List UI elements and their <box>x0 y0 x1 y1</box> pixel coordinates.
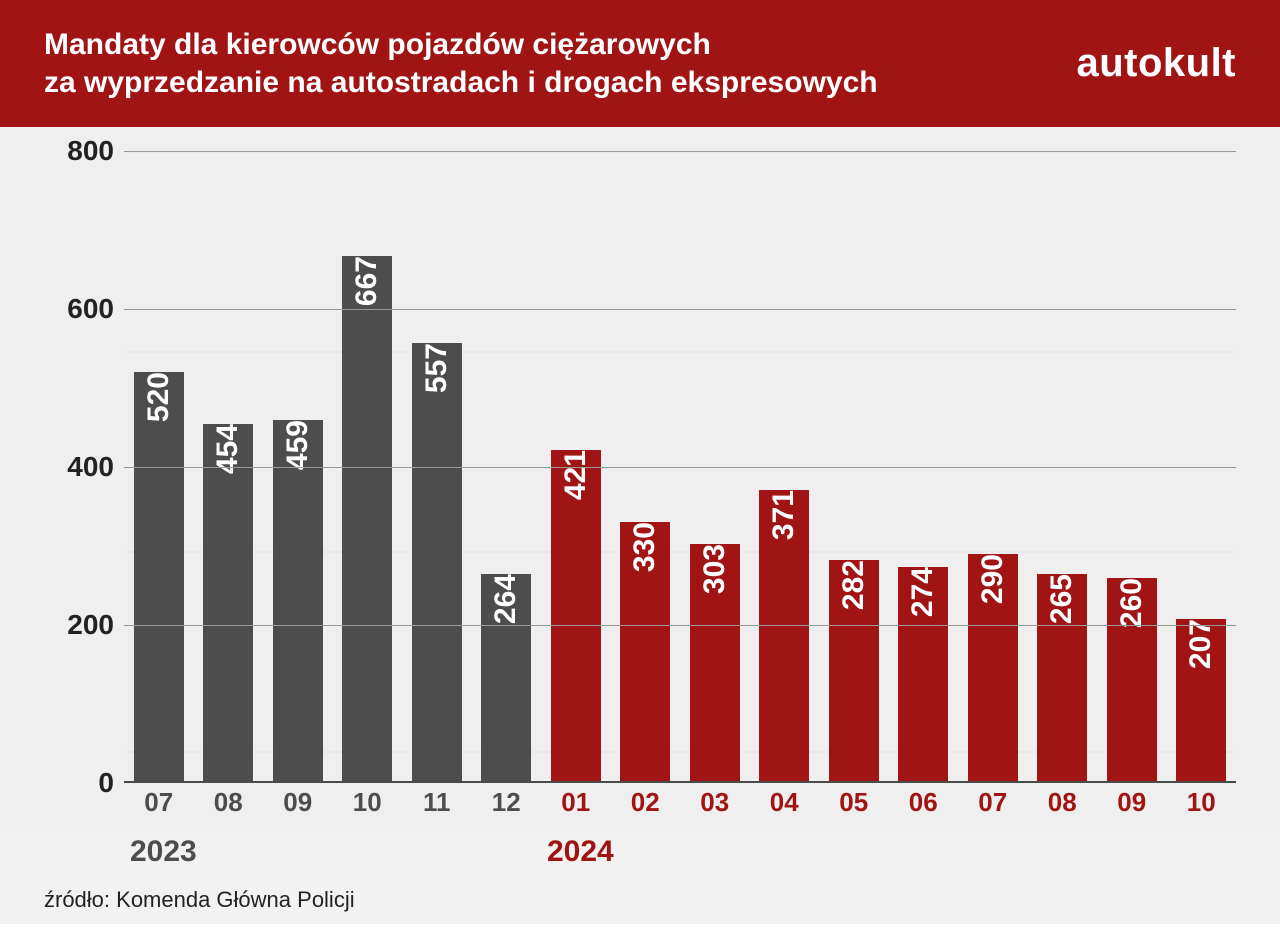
grid-line <box>124 467 1236 468</box>
bar: 260 <box>1107 578 1157 783</box>
bar: 303 <box>690 544 740 783</box>
y-tick-label: 600 <box>44 293 114 325</box>
bar: 454 <box>203 424 253 783</box>
source-label: źródło: Komenda Główna Policji <box>44 887 355 912</box>
x-axis-baseline <box>124 781 1236 783</box>
page: Mandaty dla kierowców pojazdów ciężarowy… <box>0 0 1280 924</box>
bar-value-label: 421 <box>559 450 593 508</box>
bar-value-label: 282 <box>837 560 871 618</box>
year-label: 2023 <box>124 835 197 869</box>
y-tick-label: 200 <box>44 609 114 641</box>
bar: 264 <box>481 574 531 783</box>
bar: 557 <box>412 343 462 783</box>
year-labels: 20232024 <box>124 835 1236 865</box>
chart-title-line1: Mandaty dla kierowców pojazdów ciężarowy… <box>44 28 711 61</box>
bar-value-label: 264 <box>489 574 523 632</box>
bar: 290 <box>968 554 1018 783</box>
bar-value-label: 330 <box>628 522 662 580</box>
chart-title: Mandaty dla kierowców pojazdów ciężarowy… <box>44 26 878 101</box>
x-tick-label: 10 <box>1167 787 1237 831</box>
header: Mandaty dla kierowców pojazdów ciężarowy… <box>0 0 1280 127</box>
year-label: 2024 <box>541 835 614 869</box>
x-tick-label: 12 <box>472 787 542 831</box>
chart-area: 520 454 459 667 557 264 421 330 303 371 282 274 290 2… <box>0 127 1280 831</box>
x-tick-label: 09 <box>263 787 333 831</box>
bar-value-label: 371 <box>767 490 801 548</box>
bar: 282 <box>829 560 879 783</box>
bar: 459 <box>273 420 323 783</box>
bar-value-label: 459 <box>281 420 315 478</box>
bar: 667 <box>342 256 392 783</box>
y-tick-label: 0 <box>44 767 114 799</box>
bar-value-label: 207 <box>1184 619 1218 677</box>
bar-value-label: 667 <box>350 256 384 314</box>
brand-logo: autokult <box>1076 41 1236 86</box>
bar-value-label: 303 <box>698 544 732 602</box>
grid-line <box>124 625 1236 626</box>
bar-value-label: 557 <box>420 343 454 401</box>
bar: 274 <box>898 567 948 783</box>
x-tick-label: 06 <box>889 787 959 831</box>
bar-value-label: 454 <box>211 424 245 482</box>
x-tick-label: 07 <box>958 787 1028 831</box>
x-axis-labels: 07080910111201020304050607080910 <box>124 787 1236 831</box>
x-tick-label: 08 <box>1028 787 1098 831</box>
x-tick-label: 04 <box>750 787 820 831</box>
bar: 421 <box>551 450 601 783</box>
bar-value-label: 260 <box>1115 578 1149 636</box>
bar-value-label: 290 <box>976 554 1010 612</box>
grid-line <box>124 151 1236 152</box>
x-tick-label: 01 <box>541 787 611 831</box>
grid-line <box>124 309 1236 310</box>
x-tick-label: 08 <box>194 787 264 831</box>
bar-value-label: 274 <box>906 567 940 625</box>
bar-value-label: 520 <box>142 372 176 430</box>
bar: 207 <box>1176 619 1226 783</box>
bar: 265 <box>1037 574 1087 783</box>
x-tick-label: 09 <box>1097 787 1167 831</box>
x-tick-label: 07 <box>124 787 194 831</box>
x-tick-label: 03 <box>680 787 750 831</box>
bar-value-label: 265 <box>1045 574 1079 632</box>
x-tick-label: 10 <box>333 787 403 831</box>
y-tick-label: 800 <box>44 135 114 167</box>
plot: 520 454 459 667 557 264 421 330 303 371 282 274 290 2… <box>44 151 1236 831</box>
x-tick-label: 02 <box>611 787 681 831</box>
y-tick-label: 400 <box>44 451 114 483</box>
x-tick-label: 11 <box>402 787 472 831</box>
bar: 371 <box>759 490 809 783</box>
chart-title-line2: za wyprzedzanie na autostradach i drogac… <box>44 66 878 99</box>
bar: 520 <box>134 372 184 783</box>
bar: 330 <box>620 522 670 783</box>
x-tick-label: 05 <box>819 787 889 831</box>
